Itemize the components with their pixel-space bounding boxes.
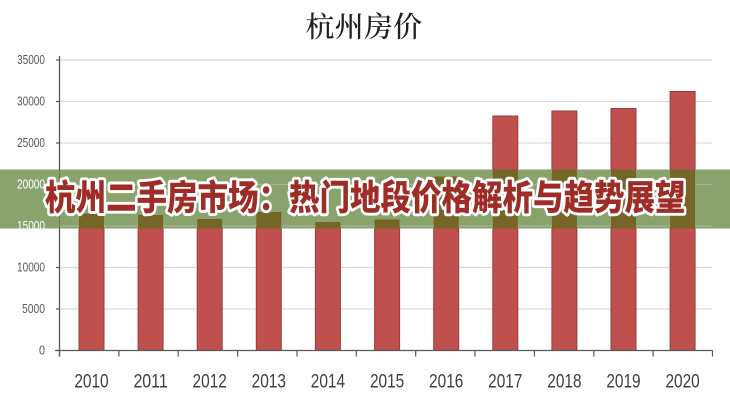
svg-text:2019: 2019	[606, 371, 640, 392]
svg-text:2012: 2012	[193, 371, 227, 392]
svg-text:2015: 2015	[370, 371, 404, 392]
svg-text:2016: 2016	[429, 371, 463, 392]
svg-text:10000: 10000	[17, 260, 45, 275]
svg-text:2020: 2020	[665, 371, 699, 392]
svg-text:2018: 2018	[547, 371, 581, 392]
svg-text:2011: 2011	[133, 371, 167, 392]
svg-text:5000: 5000	[22, 301, 45, 316]
svg-text:35000: 35000	[17, 52, 45, 67]
svg-text:30000: 30000	[17, 94, 45, 109]
svg-text:2014: 2014	[311, 371, 346, 392]
svg-text:2013: 2013	[252, 371, 286, 392]
svg-text:2010: 2010	[74, 371, 108, 392]
svg-text:15000: 15000	[17, 218, 45, 233]
svg-text:0: 0	[39, 343, 45, 358]
svg-text:20000: 20000	[17, 177, 45, 192]
svg-text:2017: 2017	[488, 371, 522, 392]
svg-text:25000: 25000	[17, 135, 45, 150]
